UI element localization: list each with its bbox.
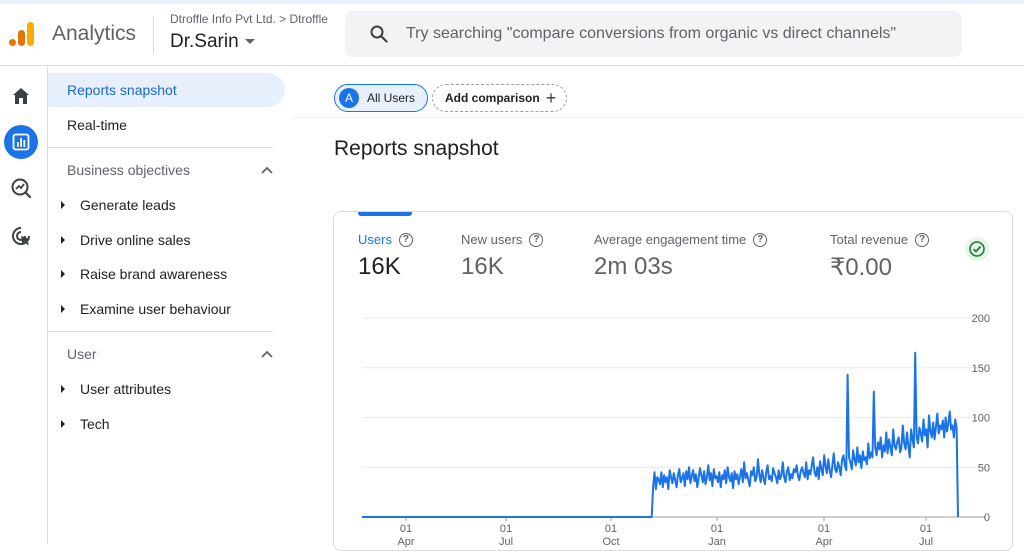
metric-tab-new-users[interactable]: New users? 16K [461, 232, 544, 281]
search-icon [370, 25, 388, 43]
y-tick-label: 0 [984, 512, 990, 524]
y-tick-label: 50 [978, 462, 990, 474]
x-tick-label: 01 [711, 523, 723, 535]
expand-arrow-icon [61, 201, 65, 209]
comparison-chip-label: All Users [367, 91, 416, 105]
y-tick-label: 150 [972, 363, 990, 375]
x-tick-label: 01 [400, 523, 412, 535]
users-series-line [362, 351, 959, 518]
rail-reports-button[interactable] [4, 125, 38, 159]
metric-value: 16K [358, 253, 401, 280]
comparison-chip-all-users[interactable]: A All Users [334, 84, 429, 112]
metric-label: Users [358, 232, 392, 247]
y-tick-label: 100 [972, 413, 990, 425]
x-tick-label: 01 [818, 523, 830, 535]
search-bar[interactable]: Try searching "compare conversions from … [345, 11, 962, 57]
nav-rail [0, 67, 48, 544]
active-metric-indicator [358, 212, 412, 216]
nav-item-label: Generate leads [80, 197, 176, 213]
search-placeholder: Try searching "compare conversions from … [406, 25, 897, 42]
metric-value: 2m 03s [594, 253, 673, 280]
nav-item-raise-brand-awareness[interactable]: Raise brand awareness [48, 259, 227, 289]
nav-item-drive-online-sales[interactable]: Drive online sales [48, 225, 191, 255]
x-tick-label: Apr [397, 536, 414, 548]
home-icon [13, 88, 29, 104]
nav-section-user[interactable]: User [48, 337, 273, 371]
toolbar-divider [292, 117, 1024, 118]
expand-arrow-icon [61, 236, 65, 244]
explore-icon [11, 178, 32, 199]
nav-item-label: User attributes [80, 381, 172, 397]
expand-arrow-icon [61, 385, 65, 393]
x-tick-label: Apr [815, 536, 832, 548]
chevron-up-icon [261, 350, 273, 358]
nav-item-tech[interactable]: Tech [48, 409, 110, 439]
help-icon[interactable]: ? [753, 232, 768, 247]
nav-item-label: Tech [80, 416, 110, 432]
metric-label: New users [461, 232, 523, 247]
reports-icon [12, 133, 30, 151]
nav-item-generate-leads[interactable]: Generate leads [48, 190, 176, 220]
nav-item-label: Drive online sales [80, 232, 191, 248]
metric-label: Average engagement time [594, 232, 747, 247]
x-tick-label: Oct [602, 536, 619, 548]
plus-icon: + [545, 87, 557, 108]
nav-item-examine-user-behaviour[interactable]: Examine user behaviour [48, 294, 231, 324]
x-tick-label: Jul [919, 536, 933, 548]
nav-divider [48, 147, 273, 148]
x-tick-label: Jan [708, 536, 726, 548]
metric-value: 16K [461, 253, 504, 280]
nav-item-label: Examine user behaviour [80, 301, 231, 317]
nav-item-reports-snapshot[interactable]: Reports snapshot [48, 73, 285, 107]
overview-card: Users? 16K New users? 16K Average engage… [333, 211, 1013, 551]
top-strip [0, 0, 1024, 4]
property-name: Dr.Sarin [170, 31, 239, 52]
main-content: A All Users Add comparison + Reports snap… [292, 67, 1024, 551]
account-breadcrumb[interactable]: Dtroffle Info Pvt Ltd. > Dtroffle [170, 12, 328, 26]
nav-item-realtime[interactable]: Real-time [48, 108, 127, 142]
app-name: Analytics [52, 22, 137, 45]
nav-section-label: Business objectives [67, 162, 190, 178]
caret-down-icon [244, 39, 255, 45]
metric-tab-users[interactable]: Users? 16K [358, 232, 413, 281]
add-comparison-label: Add comparison [445, 91, 540, 105]
metric-tab-total-revenue[interactable]: Total revenue? ₹0.00 [830, 232, 930, 282]
rail-home-button[interactable] [4, 79, 38, 113]
metric-label: Total revenue [830, 232, 909, 247]
nav-item-label: Reports snapshot [67, 82, 177, 98]
nav-section-label: User [67, 346, 97, 362]
expand-arrow-icon [61, 305, 65, 313]
rail-explore-button[interactable] [4, 171, 38, 205]
nav-item-user-attributes[interactable]: User attributes [48, 374, 171, 404]
x-tick-label: 01 [920, 523, 932, 535]
add-comparison-button[interactable]: Add comparison + [432, 84, 568, 112]
advertising-icon [12, 227, 30, 245]
expand-arrow-icon [61, 270, 65, 278]
reports-nav: Reports snapshot Real-time Business obje… [48, 67, 292, 544]
data-quality-check-icon[interactable] [965, 237, 989, 261]
x-tick-label: Jul [499, 536, 513, 548]
y-tick-label: 200 [972, 313, 990, 325]
header-divider [153, 16, 154, 54]
x-tick-label: 01 [605, 523, 617, 535]
users-line-chart: 20015010050001Apr01Jul01Oct01Jan01Apr01J… [362, 313, 990, 548]
metric-value: ₹0.00 [830, 254, 892, 281]
help-icon[interactable]: ? [398, 232, 413, 247]
expand-arrow-icon [61, 420, 65, 428]
help-icon[interactable]: ? [529, 232, 544, 247]
property-selector[interactable]: Dr.Sarin [170, 31, 255, 53]
chevron-up-icon [261, 166, 273, 174]
nav-divider [48, 331, 273, 332]
help-icon[interactable]: ? [915, 232, 930, 247]
rail-advertising-button[interactable] [4, 219, 38, 253]
metric-tab-average-engagement-time[interactable]: Average engagement time? 2m 03s [594, 232, 768, 281]
avatar: A [339, 88, 359, 108]
analytics-logo-icon[interactable] [8, 20, 36, 48]
nav-item-label: Raise brand awareness [80, 266, 228, 282]
nav-section-business-objectives[interactable]: Business objectives [48, 153, 273, 187]
app-header: Analytics Dtroffle Info Pvt Ltd. > Dtrof… [0, 4, 1024, 66]
page-title: Reports snapshot [334, 137, 499, 160]
x-tick-label: 01 [500, 523, 512, 535]
nav-item-label: Real-time [67, 117, 127, 133]
